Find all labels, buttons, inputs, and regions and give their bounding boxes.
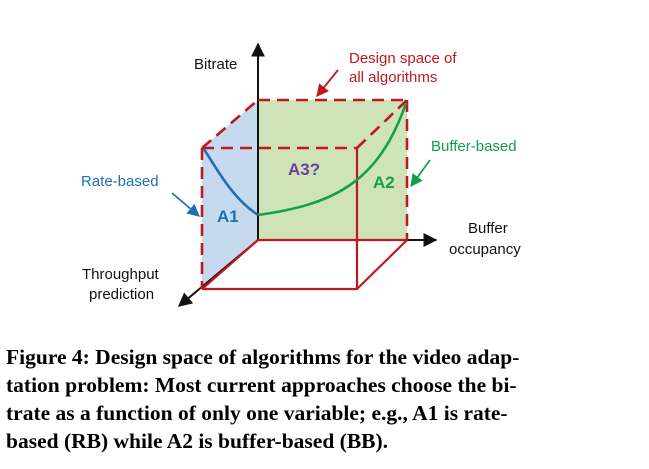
bitrate-label: Bitrate <box>194 56 237 73</box>
region-a1-label: A1 <box>217 207 239 226</box>
rate-based-label: Rate-based <box>81 173 159 190</box>
buffer-based-pointer <box>410 159 431 188</box>
design-space-cube-dashed <box>200 98 409 289</box>
design-space-cube <box>201 148 408 291</box>
design-space-diagram: Bitrate Design space of all algorithms B… <box>81 42 521 307</box>
caption-line: based (RB) while A2 is buffer-based (BB)… <box>6 429 389 453</box>
design-space-label-line2: all algorithms <box>349 69 437 86</box>
caption-line: tation problem: Most current approaches … <box>6 373 517 397</box>
rate-based-plane <box>202 100 258 289</box>
buffer-based-plane <box>258 100 407 240</box>
design-space-pointer <box>316 69 339 97</box>
region-a2-label: A2 <box>373 173 395 192</box>
buffer-occupancy-label-line1: Buffer <box>468 220 508 237</box>
caption-line: Figure 4: Design space of algorithms for… <box>6 345 520 369</box>
rate-based-pointer <box>171 192 200 217</box>
buffer-based-label: Buffer-based <box>431 138 517 155</box>
buffer-occupancy-label-line2: occupancy <box>449 241 521 258</box>
rate-based-curve <box>202 148 259 217</box>
region-a3-label: A3? <box>288 160 320 179</box>
design-space-label-line1: Design space of <box>349 50 457 67</box>
caption-line: trate as a function of only one variable… <box>6 401 508 425</box>
figure-caption: Figure 4: Design space of algorithms for… <box>6 343 636 455</box>
throughput-label-line1: Throughput <box>82 266 160 283</box>
buffer-based-curve <box>257 102 408 217</box>
throughput-label-line2: prediction <box>89 286 154 303</box>
